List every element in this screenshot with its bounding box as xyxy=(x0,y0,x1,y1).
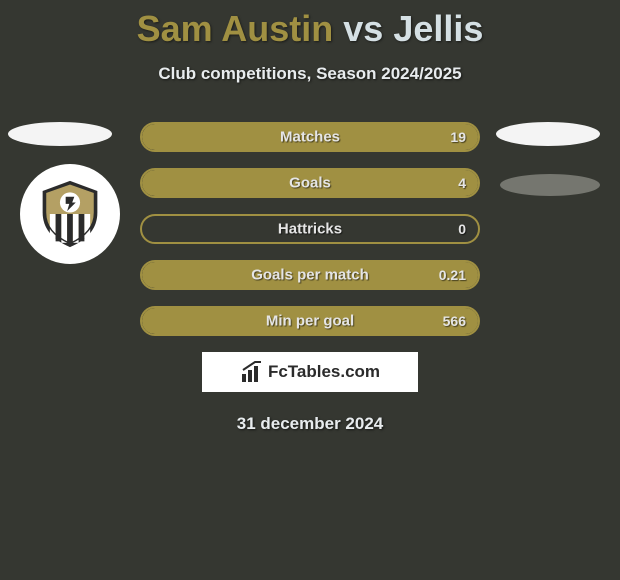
stat-row-hattricks: Hattricks 0 xyxy=(140,214,480,244)
stats-list: Matches 19 Goals 4 Hattricks 0 Goals per… xyxy=(140,122,480,336)
stat-label: Goals xyxy=(289,175,331,192)
player2-name: Jellis xyxy=(393,8,483,49)
player2-placeholder-oval xyxy=(496,122,600,146)
stat-value: 4 xyxy=(458,175,466,191)
stat-row-goals: Goals 4 xyxy=(140,168,480,198)
player2-club-placeholder xyxy=(500,174,600,196)
vs-text: vs xyxy=(343,8,383,49)
stat-label: Min per goal xyxy=(266,313,354,330)
stat-label: Hattricks xyxy=(278,221,342,238)
subtitle: Club competitions, Season 2024/2025 xyxy=(0,64,620,84)
stat-label: Goals per match xyxy=(251,267,369,284)
stat-row-goals-per-match: Goals per match 0.21 xyxy=(140,260,480,290)
page-title: Sam Austin vs Jellis xyxy=(0,0,620,50)
notts-county-crest-icon xyxy=(34,178,106,250)
content-area: Matches 19 Goals 4 Hattricks 0 Goals per… xyxy=(0,122,620,434)
stat-row-min-per-goal: Min per goal 566 xyxy=(140,306,480,336)
player1-club-crest xyxy=(20,164,120,264)
date-text: 31 december 2024 xyxy=(0,414,620,434)
brand-box[interactable]: FcTables.com xyxy=(202,352,418,392)
stat-value: 0.21 xyxy=(439,267,466,283)
player1-placeholder-oval xyxy=(8,122,112,146)
stat-value: 566 xyxy=(443,313,466,329)
stat-label: Matches xyxy=(280,129,340,146)
bar-chart-icon xyxy=(240,360,264,384)
stat-value: 0 xyxy=(458,221,466,237)
stat-value: 19 xyxy=(450,129,466,145)
stat-row-matches: Matches 19 xyxy=(140,122,480,152)
player1-name: Sam Austin xyxy=(137,8,334,49)
brand-text: FcTables.com xyxy=(268,362,380,382)
